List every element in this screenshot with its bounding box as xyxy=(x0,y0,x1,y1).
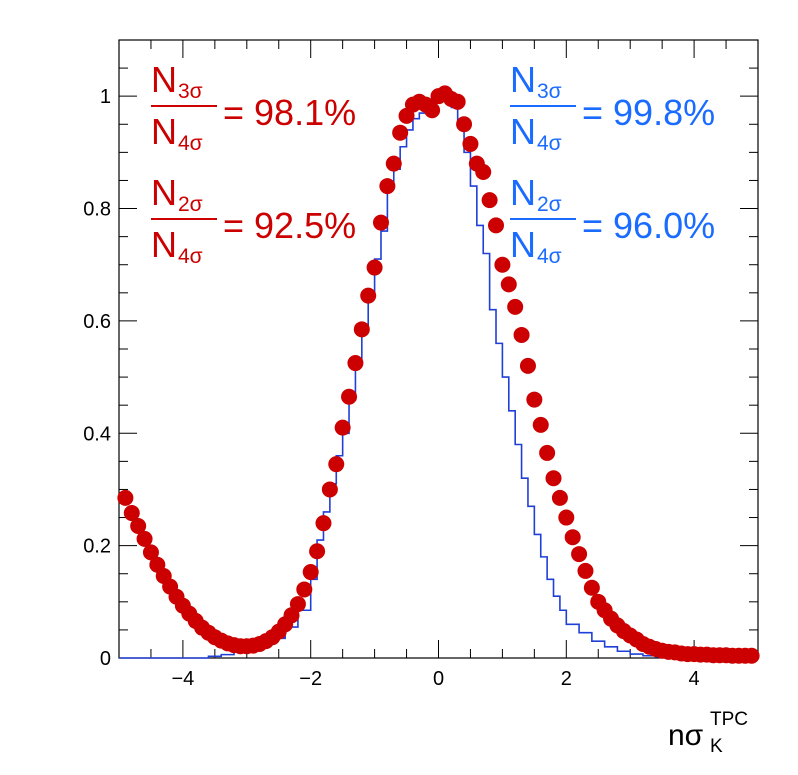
data-point xyxy=(385,155,402,172)
data-point xyxy=(571,546,588,563)
data-point xyxy=(488,217,505,234)
data-point xyxy=(136,530,153,547)
data-point xyxy=(494,256,511,273)
data-point xyxy=(545,470,562,487)
denominator-subscript: 4σ xyxy=(537,245,562,268)
data-point xyxy=(513,326,530,343)
data-point xyxy=(347,355,364,372)
denominator-base: N xyxy=(151,111,177,152)
x-tick-label: 0 xyxy=(433,668,444,690)
data-point xyxy=(315,515,332,532)
data-point xyxy=(142,544,159,561)
data-point xyxy=(130,517,147,534)
y-tick-label: 0.2 xyxy=(83,536,111,558)
ratio-value: = 92.5% xyxy=(223,205,356,246)
x-axis-label-base: nσ xyxy=(668,719,704,752)
data-point xyxy=(289,596,306,613)
y-tick-label: 0 xyxy=(100,648,111,670)
data-point xyxy=(558,509,575,526)
numerator-subscript: 2σ xyxy=(537,193,562,216)
data-point xyxy=(328,456,345,473)
x-axis-label: nσ TPC K xyxy=(668,709,748,757)
red-markers xyxy=(117,85,760,664)
data-point xyxy=(519,357,536,374)
x-tick-label: 4 xyxy=(689,668,700,690)
data-point xyxy=(372,214,389,231)
denominator-base: N xyxy=(510,111,536,152)
ratio-annotation: N 2σN 4σ= 92.5% xyxy=(151,172,356,268)
data-point xyxy=(551,489,568,506)
numerator-base: N xyxy=(510,59,536,100)
data-point xyxy=(539,444,556,461)
data-point xyxy=(341,388,358,405)
y-tick-label: 0.6 xyxy=(83,311,111,333)
y-tick-label: 0.4 xyxy=(83,423,111,445)
data-point xyxy=(296,581,313,598)
x-axis-label-sub: K xyxy=(710,736,723,757)
data-point xyxy=(309,543,326,560)
blue-histogram xyxy=(119,95,758,659)
denominator-subscript: 4σ xyxy=(537,132,562,155)
ratio-annotation: N 2σN 4σ= 96.0% xyxy=(510,172,715,268)
numerator-subscript: 2σ xyxy=(178,193,203,216)
data-point xyxy=(475,164,492,181)
data-point xyxy=(302,564,319,581)
numerator-base: N xyxy=(151,59,177,100)
data-point xyxy=(353,321,370,338)
numerator-base: N xyxy=(151,172,177,213)
data-point xyxy=(577,562,594,579)
x-axis-label-sup: TPC xyxy=(710,709,748,730)
data-point xyxy=(500,276,517,293)
data-point xyxy=(117,489,134,506)
data-point xyxy=(583,579,600,596)
axis-ticks: −4 −2 0 2 4 0 0.2 0.4 0.6 0.8 1 xyxy=(83,39,759,690)
data-point xyxy=(321,481,338,498)
data-point xyxy=(743,647,760,664)
data-point xyxy=(532,416,549,433)
x-tick-label: −2 xyxy=(299,668,322,690)
numerator-base: N xyxy=(510,172,536,213)
x-tick-label: −4 xyxy=(171,668,194,690)
data-point xyxy=(449,93,466,110)
annotations: N 3σN 4σ= 98.1%N 2σN 4σ= 92.5%N 3σN 4σ= 99.8%N… xyxy=(151,59,715,268)
data-point xyxy=(392,124,409,141)
numerator-subscript: 3σ xyxy=(537,80,562,103)
data-point xyxy=(481,192,498,209)
data-point xyxy=(564,529,581,546)
data-point xyxy=(123,505,140,522)
ratio-annotation: N 3σN 4σ= 98.1% xyxy=(151,59,356,155)
denominator-base: N xyxy=(151,224,177,265)
ratio-value: = 99.8% xyxy=(582,92,715,133)
histogram-step-line xyxy=(119,95,758,659)
data-point xyxy=(462,135,479,152)
data-point xyxy=(366,259,383,276)
data-point xyxy=(379,178,396,195)
data-point xyxy=(334,419,351,436)
x-tick-label: 2 xyxy=(561,668,572,690)
data-point xyxy=(456,116,473,133)
data-point xyxy=(526,391,543,408)
data-point xyxy=(424,102,441,119)
denominator-base: N xyxy=(510,224,536,265)
denominator-subscript: 4σ xyxy=(178,245,203,268)
y-tick-label: 1 xyxy=(100,86,111,108)
ratio-value: = 98.1% xyxy=(223,92,356,133)
ratio-annotation: N 3σN 4σ= 99.8% xyxy=(510,59,715,155)
ratio-value: = 96.0% xyxy=(582,205,715,246)
data-point xyxy=(360,287,377,304)
numerator-subscript: 3σ xyxy=(178,80,203,103)
data-point xyxy=(507,298,524,315)
y-tick-label: 0.8 xyxy=(83,199,111,221)
denominator-subscript: 4σ xyxy=(178,132,203,155)
